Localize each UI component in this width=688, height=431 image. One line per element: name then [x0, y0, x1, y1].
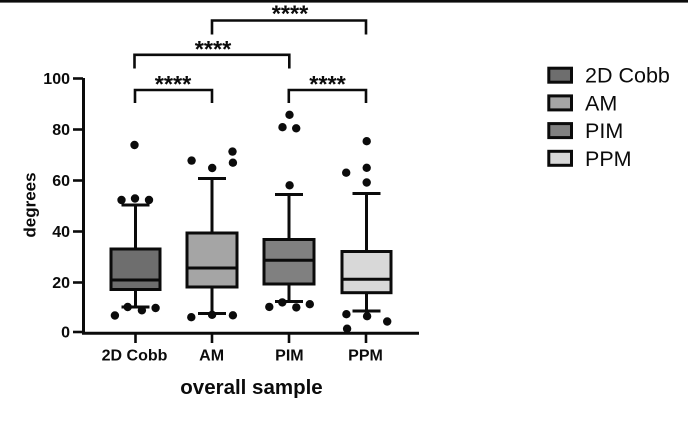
- svg-text:PIM: PIM: [275, 348, 303, 365]
- svg-text:degrees: degrees: [21, 172, 40, 237]
- svg-text:60: 60: [52, 173, 70, 190]
- svg-text:****: ****: [155, 71, 192, 97]
- svg-text:****: ****: [309, 71, 346, 97]
- svg-text:PPM: PPM: [585, 147, 632, 171]
- svg-text:AM: AM: [585, 91, 617, 115]
- svg-text:overall sample: overall sample: [180, 376, 322, 399]
- svg-text:40: 40: [52, 224, 70, 241]
- svg-text:100: 100: [43, 71, 70, 88]
- svg-text:80: 80: [52, 122, 70, 139]
- svg-text:0: 0: [61, 325, 70, 342]
- svg-text:PIM: PIM: [585, 119, 623, 143]
- svg-text:AM: AM: [199, 348, 224, 365]
- svg-text:****: ****: [195, 36, 232, 62]
- svg-text:****: ****: [272, 1, 309, 27]
- svg-text:PPM: PPM: [348, 348, 383, 365]
- svg-text:2D Cobb: 2D Cobb: [102, 348, 168, 365]
- svg-text:20: 20: [52, 275, 70, 292]
- svg-text:2D Cobb: 2D Cobb: [585, 64, 670, 88]
